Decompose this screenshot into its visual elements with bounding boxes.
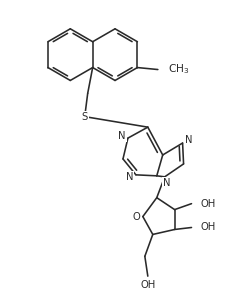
- Text: S: S: [82, 112, 88, 122]
- Text: N: N: [126, 172, 134, 182]
- Text: N: N: [185, 135, 192, 145]
- Text: OH: OH: [140, 280, 156, 290]
- Text: N: N: [163, 178, 170, 188]
- Text: O: O: [132, 212, 140, 221]
- Text: CH$_3$: CH$_3$: [168, 63, 189, 77]
- Text: OH: OH: [200, 223, 216, 233]
- Text: N: N: [118, 131, 126, 141]
- Text: OH: OH: [200, 199, 216, 209]
